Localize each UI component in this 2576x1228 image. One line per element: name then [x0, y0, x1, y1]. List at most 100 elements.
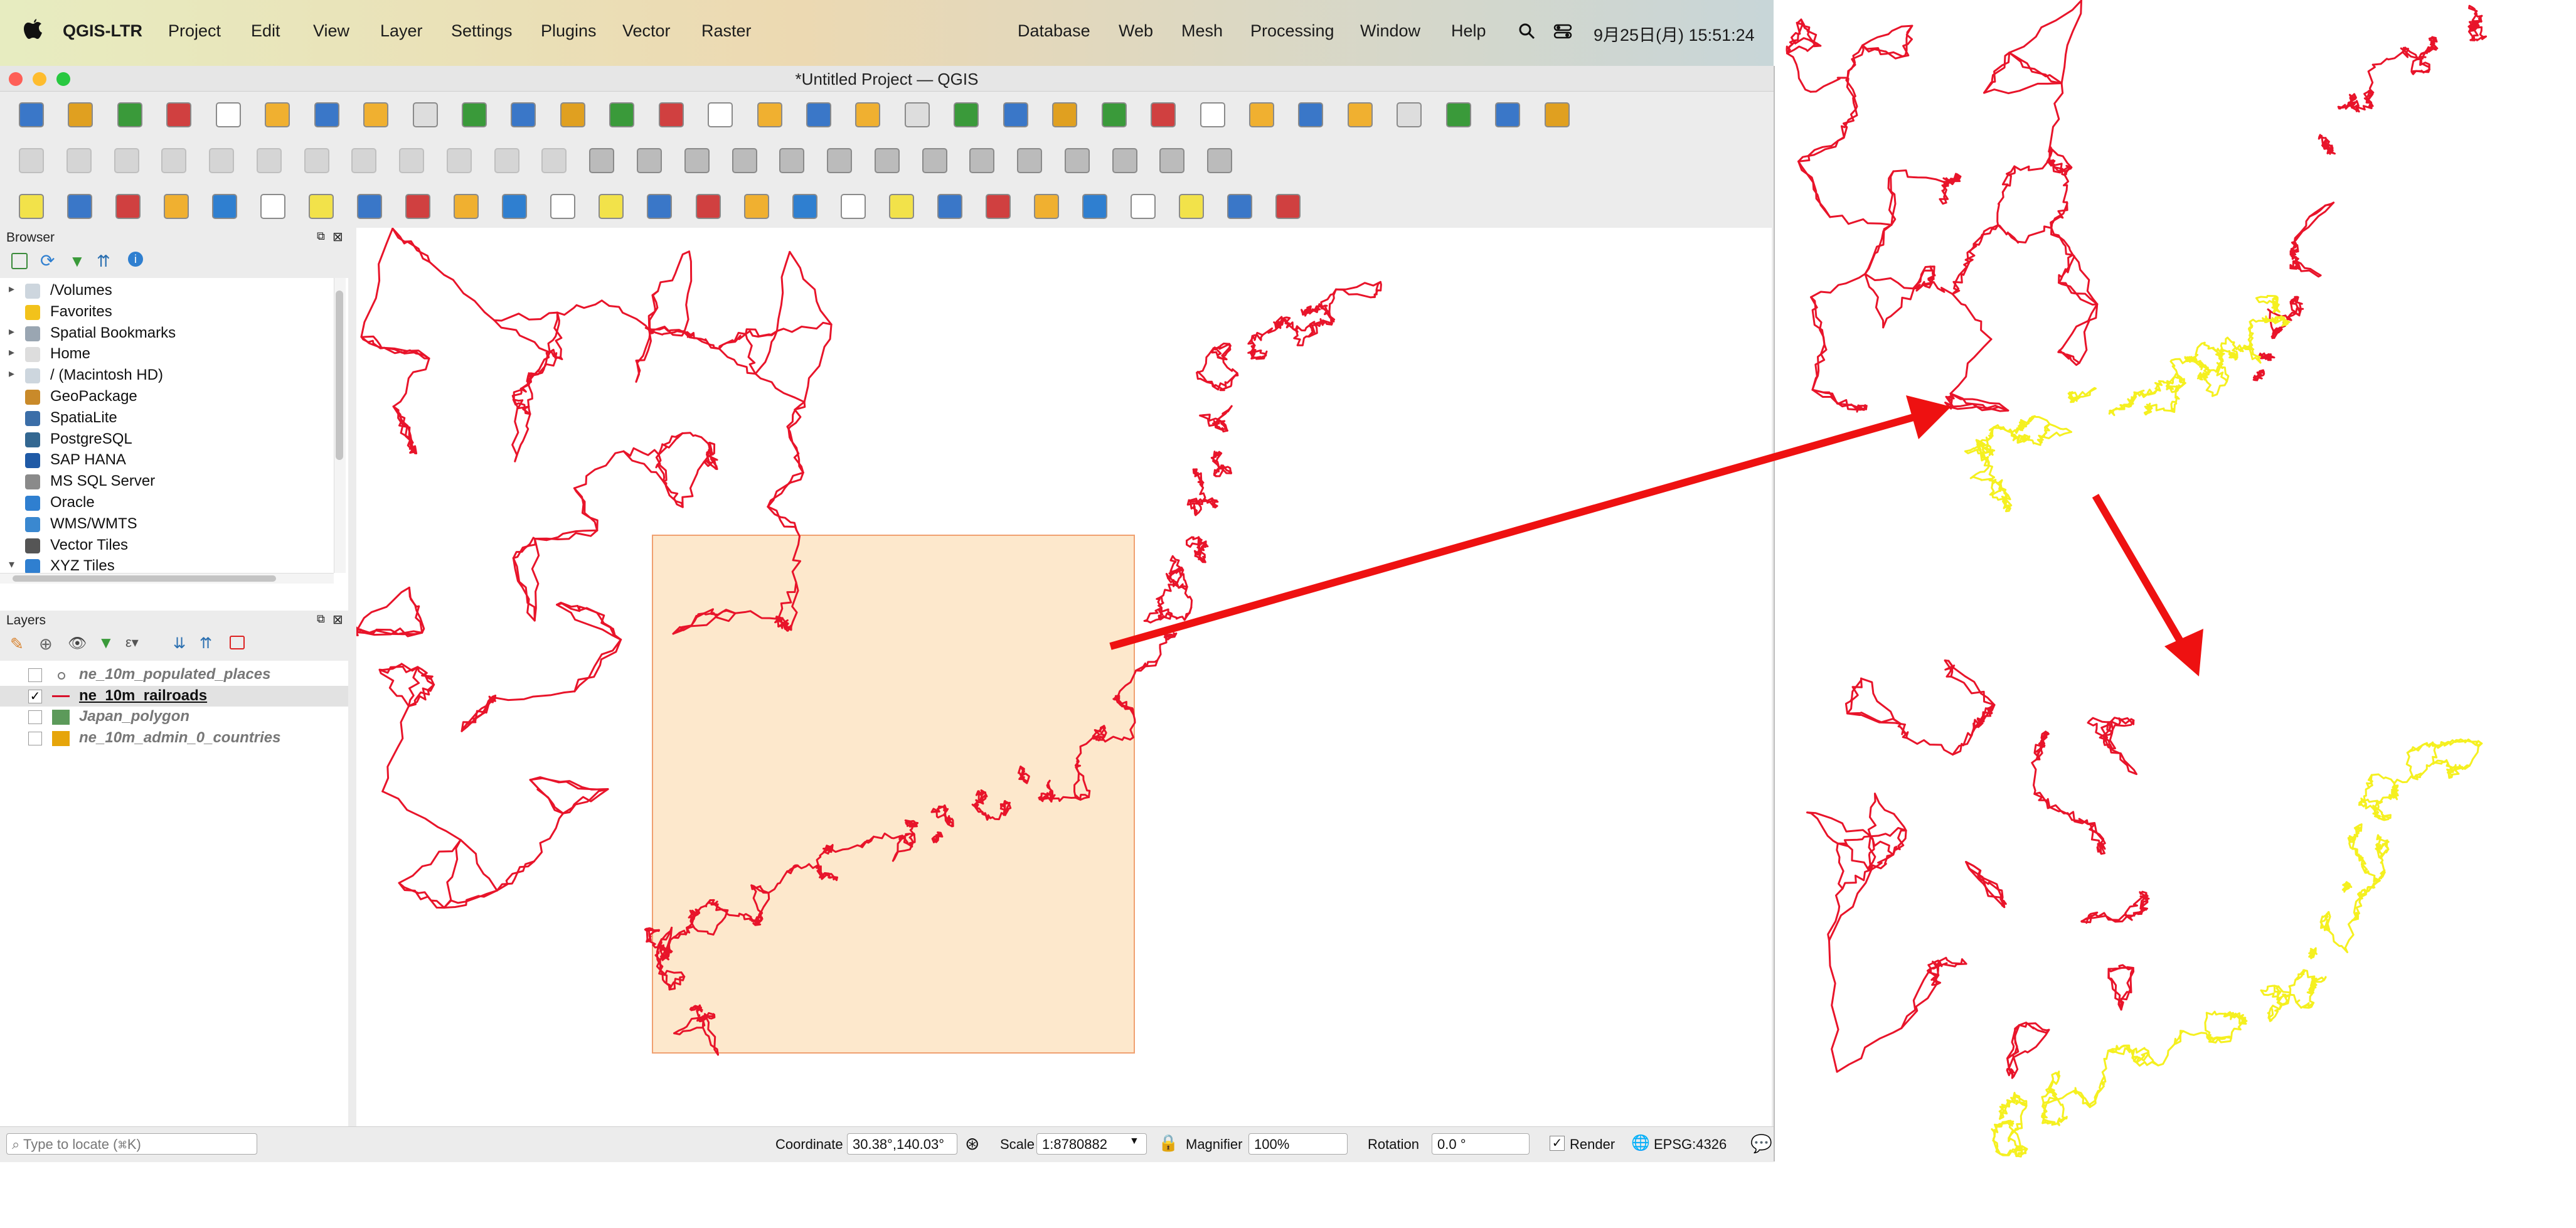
crs-label[interactable]: EPSG:4326: [1654, 1136, 1727, 1152]
db-manager-icon[interactable]: [969, 148, 995, 173]
menu-layer[interactable]: Layer: [380, 21, 423, 40]
browser-scroll-thumb[interactable]: [336, 291, 343, 460]
menu-view[interactable]: View: [313, 21, 350, 40]
apple-icon[interactable]: [24, 18, 43, 40]
sum-icon[interactable]: [1347, 102, 1373, 127]
identify-icon[interactable]: [1200, 102, 1225, 127]
render-checkbox[interactable]: ✓: [1550, 1136, 1565, 1151]
messages-icon[interactable]: 💬: [1750, 1134, 1772, 1153]
label-hide-icon[interactable]: [732, 148, 757, 173]
minimize-window-button[interactable]: [33, 72, 46, 86]
coordinate-field[interactable]: 30.38°,140.03°: [847, 1133, 957, 1155]
add-selected-icon[interactable]: [11, 253, 28, 269]
crs-globe-icon[interactable]: 🌐: [1631, 1135, 1650, 1151]
clock[interactable]: 9月25日(月) 15:51:24: [1594, 26, 1755, 45]
zoom-next-icon[interactable]: [954, 102, 979, 127]
print-layout-icon[interactable]: [412, 102, 438, 127]
lock-scale-icon[interactable]: 🔒: [1158, 1133, 1179, 1152]
browser-item[interactable]: SAP HANA: [0, 450, 326, 471]
scale-field[interactable]: 1:8780882: [1036, 1133, 1147, 1155]
menu-plugins[interactable]: Plugins: [541, 21, 597, 40]
label-move-icon[interactable]: [779, 148, 805, 173]
new-file-icon[interactable]: [215, 102, 241, 127]
pin-icon[interactable]: [888, 194, 914, 219]
field-calc-icon[interactable]: [1397, 102, 1422, 127]
delete-icon[interactable]: [304, 148, 329, 173]
label-pin-icon[interactable]: [684, 148, 710, 173]
remove-layer-icon[interactable]: [230, 636, 245, 649]
layer-visibility-checkbox[interactable]: [28, 710, 42, 724]
georeferencer-icon[interactable]: [1017, 148, 1043, 173]
expand-arrow-icon[interactable]: ▸: [9, 282, 15, 295]
menu-database[interactable]: Database: [1018, 21, 1090, 40]
browser-item[interactable]: WMS/WMTS: [0, 514, 326, 535]
globe-icon[interactable]: [1082, 194, 1107, 219]
label-abc-icon[interactable]: [589, 148, 615, 173]
zoom-selection-icon[interactable]: [757, 102, 782, 127]
menu-web[interactable]: Web: [1119, 21, 1154, 40]
properties-icon[interactable]: i: [128, 252, 143, 267]
layer-item[interactable]: ne_10m_populated_places: [0, 665, 348, 685]
layer-item[interactable]: ✓ ne_10m_railroads: [0, 685, 348, 707]
label-diagram-icon[interactable]: [637, 148, 662, 173]
cut-icon[interactable]: [351, 148, 377, 173]
menu-mesh[interactable]: Mesh: [1181, 21, 1223, 40]
vertex-tool-icon[interactable]: [209, 148, 235, 173]
wrench-icon[interactable]: [1178, 194, 1204, 219]
zoom-window-button[interactable]: [56, 72, 70, 86]
pan-icon[interactable]: [166, 102, 192, 127]
magnifier-icon[interactable]: [937, 194, 962, 219]
modify-attributes-icon[interactable]: [256, 148, 282, 173]
collapse-all-icon[interactable]: ⇈: [200, 635, 213, 652]
browser-item[interactable]: ▾ XYZ Tiles: [0, 556, 326, 577]
browser-item[interactable]: ▸ /Volumes: [0, 280, 326, 301]
label-tool-icon[interactable]: [502, 194, 528, 219]
label-change-icon[interactable]: [874, 148, 900, 173]
star-icon[interactable]: [695, 194, 721, 219]
zoom-in-icon[interactable]: [609, 102, 635, 127]
python-icon[interactable]: [1064, 148, 1090, 173]
attribute-table-icon[interactable]: [1248, 102, 1274, 127]
refresh-icon[interactable]: ⟳: [40, 251, 55, 270]
toggle-editing-icon[interactable]: [66, 148, 92, 173]
collapse-all-icon[interactable]: ⇈: [97, 252, 110, 270]
float-panel-icon[interactable]: ⧉: [317, 612, 325, 625]
refresh-icon[interactable]: [1151, 102, 1176, 127]
bbox-icon[interactable]: [1033, 194, 1059, 219]
browser-item[interactable]: Vector Tiles: [0, 535, 326, 556]
xml-icon[interactable]: [1112, 148, 1137, 173]
pan-selection-icon[interactable]: [560, 102, 585, 127]
browser-hscrollbar[interactable]: [0, 573, 334, 584]
terrain-icon[interactable]: [1159, 148, 1185, 173]
georef-icon[interactable]: [840, 194, 866, 219]
browser-item[interactable]: ▸ Home: [0, 344, 326, 365]
add-feature-icon[interactable]: [161, 148, 187, 173]
expand-arrow-icon[interactable]: ▾: [9, 558, 15, 571]
offset-icon[interactable]: [454, 194, 479, 219]
browser-item[interactable]: GeoPackage: [0, 387, 326, 407]
locate-icon[interactable]: [1544, 102, 1570, 127]
pan-map-icon[interactable]: [511, 102, 536, 127]
text-annotation-icon[interactable]: [743, 194, 769, 219]
toggle-extents-icon[interactable]: ⊛: [965, 1134, 980, 1153]
zoom-out-icon[interactable]: [658, 102, 684, 127]
menu-edit[interactable]: Edit: [251, 21, 280, 40]
save-icon[interactable]: [314, 102, 339, 127]
style-icon[interactable]: [461, 102, 487, 127]
node-tool-icon[interactable]: [599, 194, 624, 219]
browser-item[interactable]: ▸ / (Macintosh HD): [0, 365, 326, 386]
plugin-icon[interactable]: [1275, 194, 1301, 219]
rotation-field[interactable]: 0.0 °: [1432, 1133, 1530, 1155]
select-pointer-icon[interactable]: [550, 194, 576, 219]
deselect-icon[interactable]: [115, 194, 141, 219]
text-tool-icon[interactable]: [792, 194, 817, 219]
add-group-icon[interactable]: ⊕: [39, 634, 53, 653]
float-panel-icon[interactable]: ⧉: [317, 230, 325, 242]
new-project-icon[interactable]: [19, 102, 44, 127]
new-bookmark-icon[interactable]: [1003, 102, 1028, 127]
web-icon[interactable]: [212, 194, 238, 219]
control-center-icon[interactable]: [1553, 23, 1572, 40]
show-bookmarks-icon[interactable]: [1052, 102, 1078, 127]
browser-hscroll-thumb[interactable]: [13, 575, 276, 582]
expand-arrow-icon[interactable]: ▸: [9, 367, 15, 380]
